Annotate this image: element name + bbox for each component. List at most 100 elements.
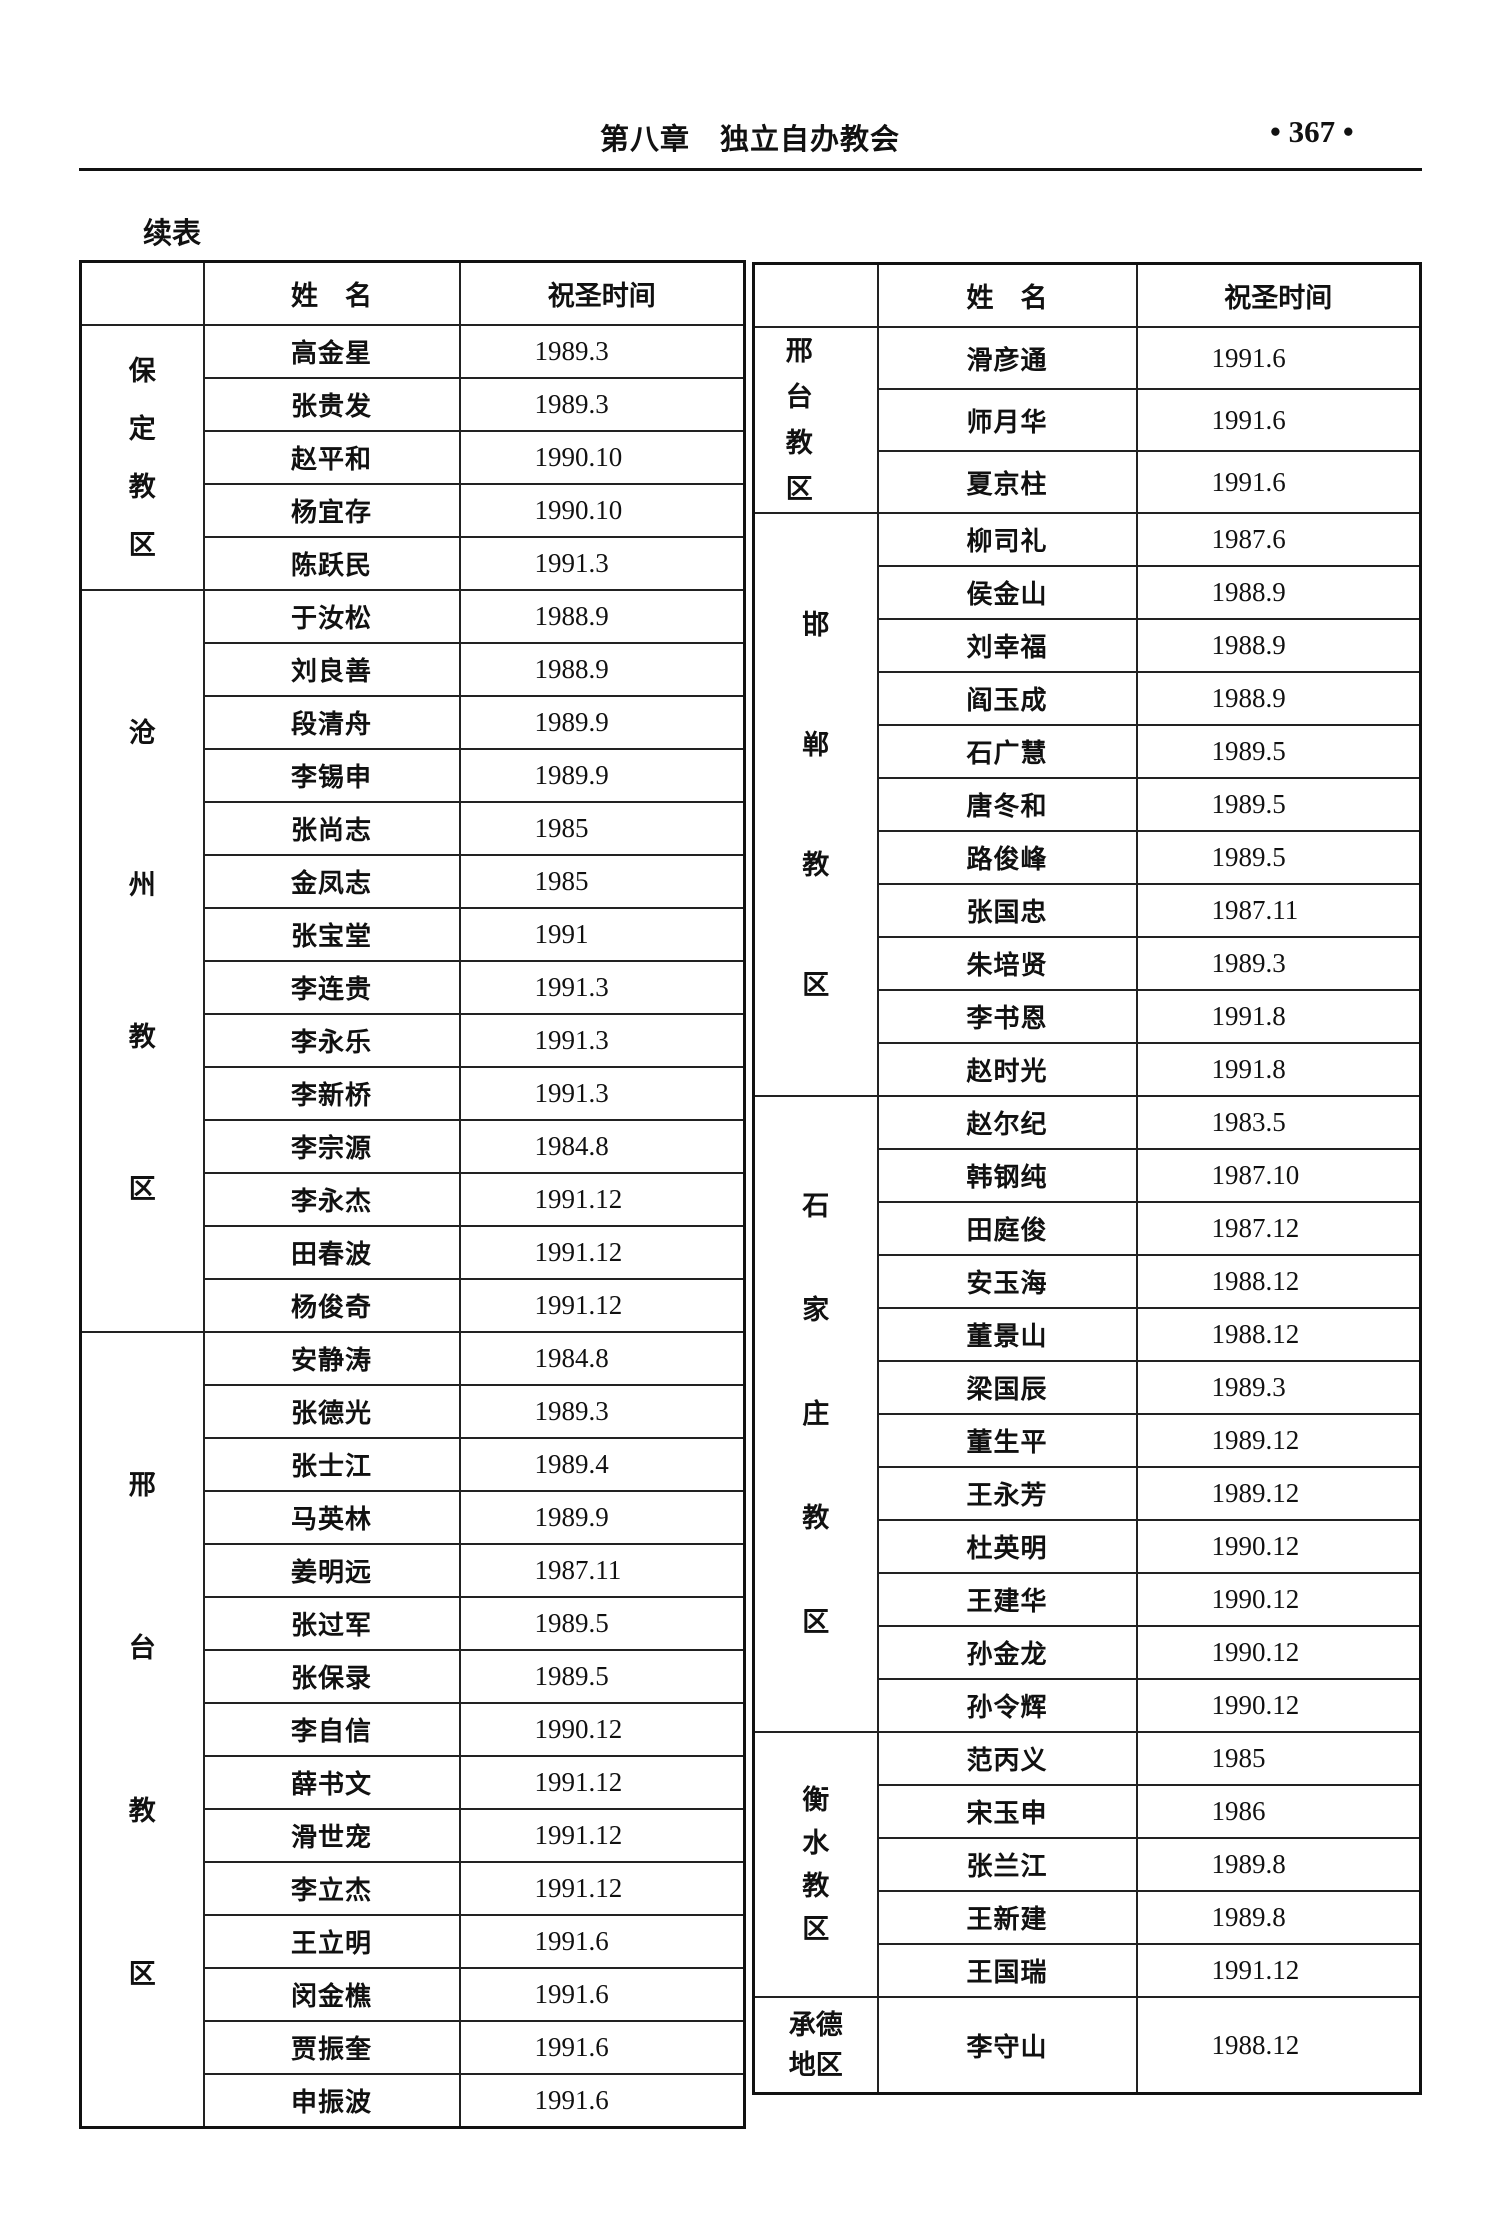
table-row: 张贵发 1989.3	[81, 377, 746, 432]
name-cell: 柳司礼	[876, 512, 1138, 567]
name-cell: 滑世宠	[202, 1808, 461, 1863]
table-row: 李自信 1990.12	[81, 1702, 746, 1757]
date-cell: 1985	[1135, 1731, 1422, 1786]
date-cell: 1991.3	[458, 536, 746, 591]
table-row: 赵平和 1990.10	[81, 430, 746, 485]
name-cell: 王永芳	[876, 1466, 1138, 1521]
date-cell: 1989.5	[1135, 724, 1422, 779]
date-cell: 1985	[458, 854, 746, 909]
region-label: 邢台教区	[785, 336, 843, 504]
table-row: 刘良善 1988.9	[81, 642, 746, 697]
table-row: 李锡申 1989.9	[81, 748, 746, 803]
name-cell: 张过军	[202, 1596, 461, 1651]
name-cell: 张兰江	[876, 1837, 1138, 1892]
name-cell: 田庭俊	[876, 1201, 1138, 1256]
name-cell: 王建华	[876, 1572, 1138, 1627]
date-cell: 1989.5	[458, 1596, 746, 1651]
date-cell: 1991.12	[458, 1278, 746, 1333]
table-row: 田庭俊 1987.12	[754, 1201, 1422, 1256]
table-row: 张士江 1989.4	[81, 1437, 746, 1492]
table-row: 孙金龙 1990.12	[754, 1625, 1422, 1680]
date-cell: 1991.6	[1135, 388, 1422, 452]
name-cell: 陈跃民	[202, 536, 461, 591]
table-row: 李永杰 1991.12	[81, 1172, 746, 1227]
name-header: 姓 名	[876, 262, 1138, 328]
table-row: 刘幸福 1988.9	[754, 618, 1422, 673]
date-cell: 1991.12	[458, 1755, 746, 1810]
name-cell: 张士江	[202, 1437, 461, 1492]
name-cell: 申振波	[202, 2073, 461, 2129]
left-table: 姓 名 祝圣时间 保定教区 高金星 1989.3 张贵发 1989.3 赵平和 1990.1…	[79, 260, 746, 2129]
name-cell: 赵平和	[202, 430, 461, 485]
date-cell: 1990.12	[1135, 1678, 1422, 1733]
name-cell: 王立明	[202, 1914, 461, 1969]
date-cell: 1987.10	[1135, 1148, 1422, 1203]
name-cell: 马英林	[202, 1490, 461, 1545]
date-cell: 1988.12	[1135, 1307, 1422, 1362]
region-cell: 邢台教区	[752, 326, 879, 514]
region-cell: 邯郸教区	[752, 512, 879, 1097]
date-cell: 1991	[458, 907, 746, 962]
right-table: 姓 名 祝圣时间 邢台教区 滑彦通 1991.6 师月华 1991.6 夏京柱 1991.6…	[752, 262, 1422, 2095]
name-cell: 于汝松	[202, 589, 461, 644]
date-cell: 1988.12	[1135, 1996, 1422, 2095]
table-row: 孙令辉 1990.12	[754, 1678, 1422, 1733]
date-cell: 1988.9	[1135, 565, 1422, 620]
name-cell: 张贵发	[202, 377, 461, 432]
date-cell: 1987.11	[458, 1543, 746, 1598]
name-cell: 王新建	[876, 1890, 1138, 1945]
table-row: 王永芳 1989.12	[754, 1466, 1422, 1521]
name-cell: 韩钢纯	[876, 1148, 1138, 1203]
name-cell: 宋玉申	[876, 1784, 1138, 1839]
name-cell: 阎玉成	[876, 671, 1138, 726]
table-row: 王建华 1990.12	[754, 1572, 1422, 1627]
date-cell: 1991.12	[1135, 1943, 1422, 1998]
name-cell: 刘幸福	[876, 618, 1138, 673]
region-header	[79, 260, 205, 326]
name-cell: 侯金山	[876, 565, 1138, 620]
date-cell: 1991.6	[458, 2073, 746, 2129]
date-cell: 1989.9	[458, 695, 746, 750]
region-header	[752, 262, 879, 328]
name-cell: 师月华	[876, 388, 1138, 452]
date-cell: 1990.12	[1135, 1625, 1422, 1680]
name-cell: 闵金樵	[202, 1967, 461, 2022]
date-cell: 1989.9	[458, 1490, 746, 1545]
table-row: 陈跃民 1991.3	[81, 536, 746, 591]
date-cell: 1989.5	[1135, 777, 1422, 832]
name-cell: 李立杰	[202, 1861, 461, 1916]
name-cell: 李永杰	[202, 1172, 461, 1227]
date-cell: 1991.6	[458, 1967, 746, 2022]
name-cell: 范丙义	[876, 1731, 1138, 1786]
name-cell: 李连贵	[202, 960, 461, 1015]
name-cell: 张宝堂	[202, 907, 461, 962]
date-cell: 1991.12	[458, 1172, 746, 1227]
date-cell: 1990.10	[458, 483, 746, 538]
date-cell: 1989.12	[1135, 1413, 1422, 1468]
table-row: 张保录 1989.5	[81, 1649, 746, 1704]
name-cell: 贾振奎	[202, 2020, 461, 2075]
name-cell: 石广慧	[876, 724, 1138, 779]
date-cell: 1989.8	[1135, 1890, 1422, 1945]
name-cell: 李锡申	[202, 748, 461, 803]
table-row: 姜明远 1987.11	[81, 1543, 746, 1598]
table-row: 李书恩 1991.8	[754, 989, 1422, 1044]
name-cell: 滑彦通	[876, 326, 1138, 390]
table-row: 董生平 1989.12	[754, 1413, 1422, 1468]
name-cell: 杨俊奇	[202, 1278, 461, 1333]
date-cell: 1987.11	[1135, 883, 1422, 938]
table-row: 沧州教区 于汝松 1988.9	[79, 589, 746, 1333]
table-row: 唐冬和 1989.5	[754, 777, 1422, 832]
table-row: 贾振奎 1991.6	[81, 2020, 746, 2075]
name-cell: 张国忠	[876, 883, 1138, 938]
table-row: 马英林 1989.9	[81, 1490, 746, 1545]
table-row: 张宝堂 1991	[81, 907, 746, 962]
date-cell: 1991.12	[458, 1861, 746, 1916]
region-label: 邯郸教区	[802, 609, 830, 1000]
name-cell: 李守山	[876, 1996, 1138, 2095]
date-cell: 1991.3	[458, 1066, 746, 1121]
table-row: 阎玉成 1988.9	[754, 671, 1422, 726]
table-row: 董景山 1988.12	[754, 1307, 1422, 1362]
date-cell: 1989.3	[458, 377, 746, 432]
table-row: 李连贵 1991.3	[81, 960, 746, 1015]
